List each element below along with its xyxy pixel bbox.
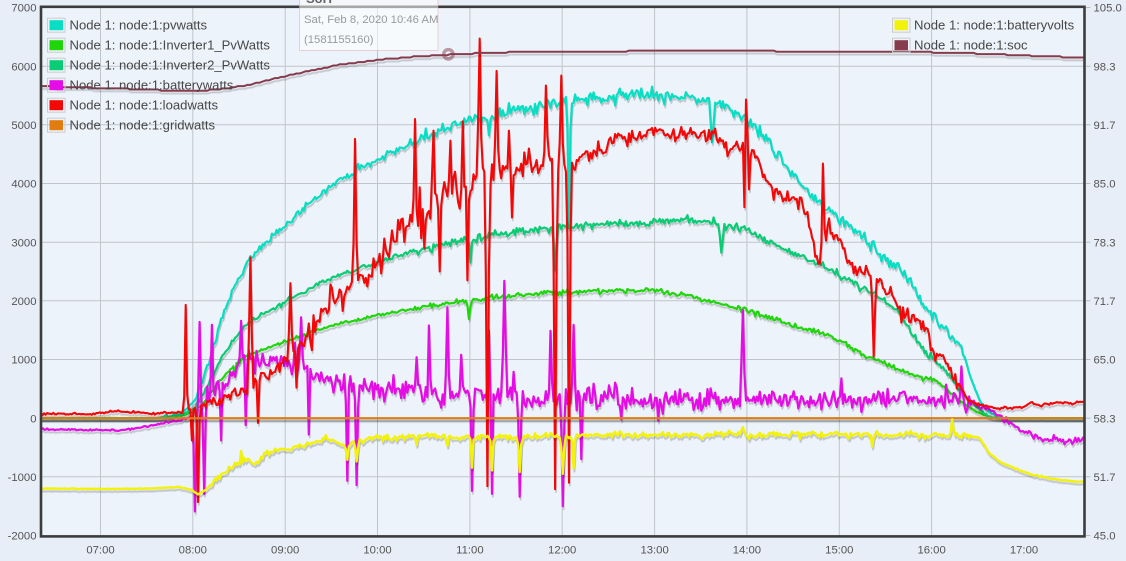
svg-text:Sat, Feb 8, 2020 10:46 AM: Sat, Feb 8, 2020 10:46 AM — [304, 14, 438, 26]
svg-text:6000: 6000 — [11, 61, 36, 73]
svg-text:71.7: 71.7 — [1094, 296, 1116, 308]
svg-text:45.0: 45.0 — [1094, 531, 1116, 543]
svg-text:07:00: 07:00 — [86, 545, 114, 557]
svg-text:13:00: 13:00 — [640, 545, 668, 557]
svg-text:0: 0 — [30, 413, 36, 425]
svg-text:58.3: 58.3 — [1094, 413, 1116, 425]
svg-text:98.3: 98.3 — [1094, 61, 1116, 73]
svg-text:(1581155160): (1581155160) — [304, 34, 374, 46]
svg-text:14:00: 14:00 — [733, 545, 761, 557]
svg-text:Node 1: node:1:batterywatts: Node 1: node:1:batterywatts — [70, 77, 234, 92]
svg-text:7000: 7000 — [11, 3, 36, 15]
svg-text:Node 1: node:1:Inverter2_PvWat: Node 1: node:1:Inverter2_PvWatts — [70, 57, 271, 72]
svg-text:91.7: 91.7 — [1094, 120, 1116, 132]
svg-text:Node 1: node:1:batteryvolts: Node 1: node:1:batteryvolts — [914, 17, 1075, 32]
svg-text:1000: 1000 — [11, 355, 36, 367]
svg-text:-2000: -2000 — [8, 531, 37, 543]
svg-text:65.0: 65.0 — [1094, 355, 1116, 367]
svg-text:Node 1: node:1:soc: Node 1: node:1:soc — [914, 37, 1028, 52]
svg-text:12:00: 12:00 — [548, 545, 576, 557]
svg-text:3000: 3000 — [11, 237, 36, 249]
svg-text:Node 1: node:1:gridwatts: Node 1: node:1:gridwatts — [70, 117, 216, 132]
svg-text:5000: 5000 — [11, 120, 36, 132]
svg-text:105.0: 105.0 — [1094, 3, 1122, 15]
svg-text:16:00: 16:00 — [917, 545, 945, 557]
svg-text:78.3: 78.3 — [1094, 237, 1116, 249]
svg-text:11:00: 11:00 — [456, 545, 483, 557]
svg-text:17:00: 17:00 — [1010, 545, 1038, 557]
svg-text:Node 1: node:1:Inverter1_PvWat: Node 1: node:1:Inverter1_PvWatts — [70, 37, 271, 52]
svg-text:09:00: 09:00 — [271, 545, 299, 557]
svg-text:85.0: 85.0 — [1094, 179, 1116, 191]
svg-text:SoH: SoH — [306, 0, 332, 6]
svg-text:4000: 4000 — [11, 179, 36, 191]
svg-text:15:00: 15:00 — [825, 545, 853, 557]
svg-text:-1000: -1000 — [8, 472, 37, 484]
svg-text:08:00: 08:00 — [179, 545, 207, 557]
svg-text:Node 1: node:1:pvwatts: Node 1: node:1:pvwatts — [70, 17, 208, 32]
svg-text:51.7: 51.7 — [1094, 472, 1116, 484]
svg-text:Node 1: node:1:loadwatts: Node 1: node:1:loadwatts — [70, 97, 219, 112]
svg-text:2000: 2000 — [11, 296, 36, 308]
svg-text:10:00: 10:00 — [363, 545, 391, 557]
